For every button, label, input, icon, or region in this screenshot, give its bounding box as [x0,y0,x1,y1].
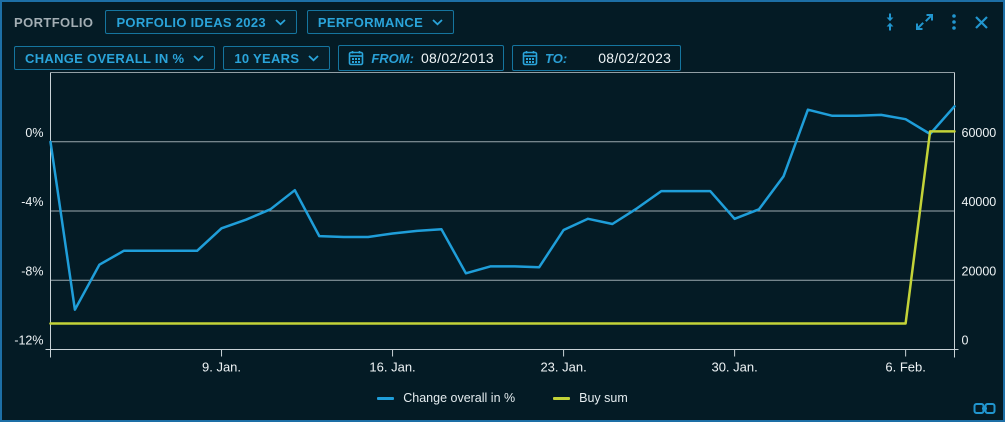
panel-title: PORTFOLIO [14,14,94,30]
portfolio-select-label: PORFOLIO IDEAS 2023 [116,14,266,30]
range-select[interactable]: 10 YEARS [223,46,331,70]
date-from-value: 08/02/2013 [420,50,495,66]
close-panel-button[interactable] [974,15,989,30]
x-tick-label: 6. Feb. [885,360,925,375]
expand-icon [916,14,933,30]
metric-select[interactable]: CHANGE OVERALL IN % [14,46,216,70]
legend-label-change-overall: Change overall in % [403,391,516,405]
calendar-icon[interactable] [348,50,364,66]
y-tick-label-right: 0 [962,334,969,348]
metric-select-label: CHANGE OVERALL IN % [25,50,185,66]
date-from-label: FROM: [371,50,414,66]
y-tick-label-left: -8% [21,264,43,278]
expand-panel-button[interactable] [915,13,934,31]
kebab-menu-icon [952,14,956,30]
portfolio-select[interactable]: PORFOLIO IDEAS 2023 [105,10,297,34]
x-tick-label: 23. Jan. [540,360,586,375]
calendar-icon[interactable] [522,50,538,66]
date-to-value: 08/02/2023 [598,50,672,66]
widget-header: PORTFOLIO PORFOLIO IDEAS 2023 PERFORMANC… [14,10,995,34]
legend-item-change-overall[interactable]: Change overall in % [377,391,515,405]
legend-swatch-buy-sum [553,396,571,400]
chevron-down-icon [275,18,286,26]
chart-toolbar: CHANGE OVERALL IN % 10 YEARS F [14,45,682,71]
panel-menu-button[interactable] [951,13,957,31]
date-to-label: TO: [545,50,568,66]
x-tick-label: 16. Jan. [369,360,415,375]
chevron-down-icon [432,18,443,26]
y-tick-label-left: 0% [25,126,43,140]
x-tick-label: 30. Jan. [711,360,757,375]
legend-item-buy-sum[interactable]: Buy sum [553,391,628,405]
collapse-icon [886,13,894,31]
series-line-left [49,105,956,311]
y-tick-label-right: 40000 [962,195,997,209]
chevron-down-icon [308,54,319,62]
y-tick-label-left: -12% [14,334,43,348]
header-actions [882,13,989,31]
y-tick-label-right: 20000 [962,264,997,278]
legend-label-buy-sum: Buy sum [579,391,628,405]
view-select[interactable]: PERFORMANCE [306,10,455,34]
close-icon [975,15,988,29]
link-logo-icon [973,403,996,414]
view-select-label: PERFORMANCE [317,14,424,30]
date-to-field[interactable]: TO: 08/02/2023 [512,45,682,71]
collapse-panel-button[interactable] [882,13,898,31]
x-tick-label: 9. Jan. [202,360,241,375]
y-tick-label-right: 60000 [962,126,997,140]
chevron-down-icon [193,54,204,62]
series-line-right [49,130,956,325]
chart-legend: Change overall in % Buy sum [2,391,1003,405]
range-select-label: 10 YEARS [234,50,300,66]
legend-swatch-change-overall [377,396,395,400]
y-tick-label-left: -4% [21,195,43,209]
date-from-field[interactable]: FROM: 08/02/2013 [338,45,505,71]
app-logo[interactable] [973,402,996,415]
